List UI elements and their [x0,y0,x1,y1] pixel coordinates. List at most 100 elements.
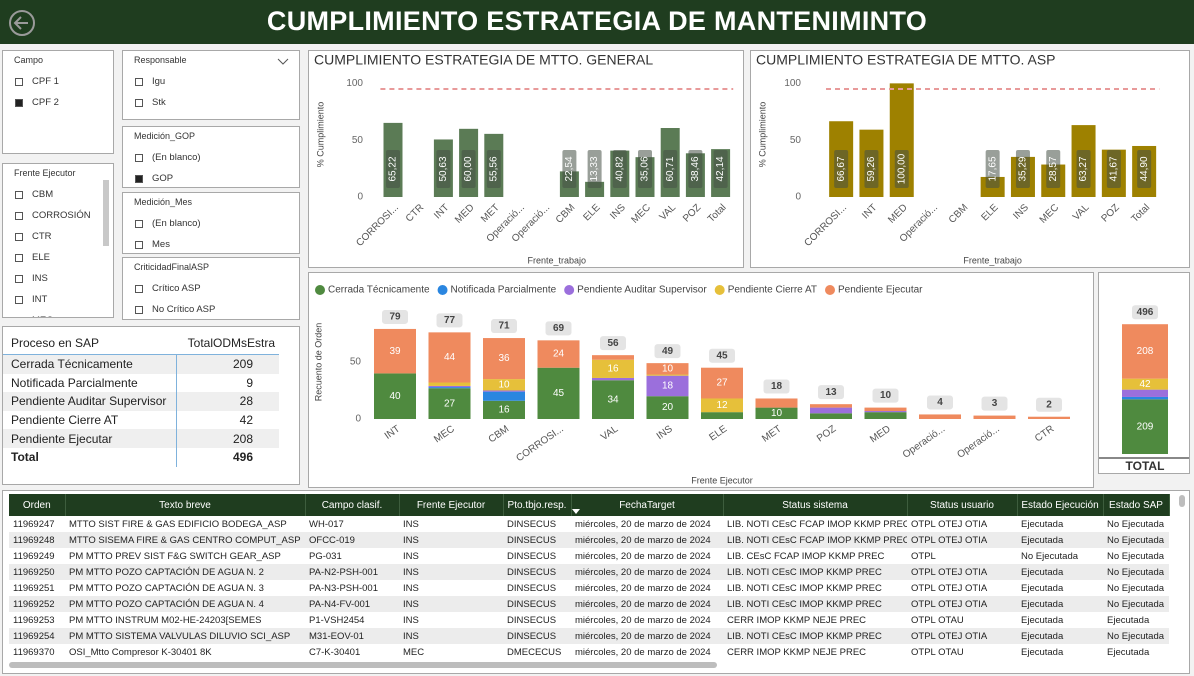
column-header[interactable]: FechaTarget [571,494,724,516]
table-cell: miércoles, 20 de marzo de 2024 [571,532,723,548]
slicer-title: CriticidadFinalASP [134,262,210,272]
table-row: Cerrada Técnicamente 209 [3,354,279,374]
slicer-item[interactable]: No Crítico ASP [123,299,299,319]
slicer-item[interactable]: (En blanco) [123,147,299,168]
slicer-item[interactable]: CORROSIÓN [3,205,113,226]
checkbox[interactable] [135,98,143,107]
data-label-bg [386,150,400,188]
data-label: 65,22 [388,156,399,181]
sort-indicator[interactable] [572,509,580,515]
table-cell: INS [403,518,419,530]
slicer-item[interactable]: CBM [3,184,113,205]
column-header[interactable]: Orden [9,494,66,516]
legend-label: Pendiente Ejecutar [838,285,923,296]
slicer-item[interactable]: MEC [3,310,113,317]
total-label: 45 [716,350,728,361]
x-tick-label: VAL [658,202,679,223]
x-tick-label: MET [760,424,784,445]
bar-segment [810,407,852,414]
checkbox[interactable] [15,77,23,86]
checkbox[interactable] [135,305,143,314]
table-cell: PA-N2-PSH-001 [305,564,399,580]
legend-marker [564,285,575,295]
table-cell: Pendiente Cierre AT [3,410,177,430]
slicer-item[interactable]: GOP [123,168,299,187]
data-label: 10 [498,379,510,390]
table-cell: Ejecutada [1021,614,1064,626]
data-label-bg [612,150,627,188]
checkbox[interactable] [135,174,143,183]
horizontal-scrollbar[interactable] [9,662,717,668]
data-label: 35,29 [1018,156,1029,181]
table-cell: MEC [403,646,425,658]
checkbox[interactable] [15,295,23,304]
summary-table: Proceso en SAP TotalODMsEstra Cerrada Técn… [3,332,279,467]
slicer-item[interactable]: CPF 2 [3,92,113,113]
bar-segment [428,385,471,388]
checkbox[interactable] [135,240,143,249]
x-axis-title: Frente_trabajo [963,255,1022,265]
slicer-item[interactable]: INT [3,289,113,310]
table-cell: No Ejecutada [1107,518,1165,530]
total-label-bg [709,348,735,363]
table-cell: PM MTTO PREV SIST F&G SWITCH GEAR_ASP [69,550,281,562]
back-button[interactable] [2,0,42,44]
table-cell: OTPL OTAU [911,646,964,658]
slicer-item[interactable]: Mes [123,234,299,253]
total-label: 18 [771,381,783,392]
column-header[interactable]: Status usuario [907,494,1018,516]
checkbox[interactable] [135,153,143,162]
bar-segment [646,363,689,375]
vertical-scrollbar[interactable] [1179,495,1185,507]
column-header[interactable]: Campo clasif. [305,494,400,516]
column-header[interactable]: Pto.tbjo.resp. [503,494,572,516]
checkbox[interactable] [135,284,143,293]
bar-segment [755,407,798,419]
data-label: 22,54 [564,156,575,181]
checkbox[interactable] [15,232,23,241]
column-header[interactable]: Frente Ejecutor [399,494,504,516]
table-cell: No Ejecutada [1107,550,1165,562]
checkbox[interactable] [15,211,23,220]
table-cell: miércoles, 20 de marzo de 2024 [571,564,723,580]
table-cell: LIB. NOTI CEsC FCAP IMOP KKMP PREC [723,532,907,548]
column-header[interactable]: Estado SAP [1103,494,1170,516]
slicer-item[interactable]: (En blanco) [123,213,299,234]
checkbox[interactable] [15,98,23,107]
checkbox[interactable] [135,219,143,228]
checkbox[interactable] [15,253,23,262]
checkbox[interactable] [15,316,23,317]
slicer-item[interactable]: Crítico ASP [123,278,299,299]
x-tick-label: VAL [599,423,621,443]
bar-segment [1122,389,1168,397]
column-header[interactable]: Estado Ejecución [1017,494,1104,516]
slicer-item[interactable]: CTR [3,226,113,247]
column-header[interactable]: Texto breve [65,494,306,516]
checkbox[interactable] [15,190,23,199]
slicer-item[interactable]: INS [3,268,113,289]
data-label: 24 [553,349,565,360]
slicer-item[interactable]: ELE [3,247,113,268]
table-cell: INS [399,564,503,580]
table-cell: PM MTTO POZO CAPTACIÓN DE AGUA N. 4 [65,596,305,612]
slicer-item[interactable]: Stk [123,92,299,113]
chart-panel: Recuento de Orden Frente Ejecutor 0 50 INT ME… [308,272,1094,488]
table-cell: Cerrada Técnicamente [3,354,177,374]
table-cell: 11969251 [13,582,55,594]
bar-segment [483,390,525,392]
scrollbar[interactable] [103,180,109,246]
x-tick-label: POZ [681,202,703,224]
data-label: 36 [498,353,510,364]
x-tick-label: VAL [1071,202,1092,223]
x-tick-label: INT [383,424,403,442]
dropdown-icon[interactable] [277,58,289,66]
table-cell: 209 [176,354,279,374]
checkbox[interactable] [15,274,23,283]
checkbox[interactable] [135,77,143,86]
slicer-item[interactable]: CPF 1 [3,71,113,92]
total-label: 496 [1137,307,1154,318]
chart-title: CUMPLIMIENTO ESTRATEGIA DE MTTO. ASP [756,52,1056,68]
column-header[interactable]: Status sistema [723,494,908,516]
table-cell: OTPL OTEJ OTIA [907,532,1017,548]
slicer-item[interactable]: Igu [123,71,299,92]
